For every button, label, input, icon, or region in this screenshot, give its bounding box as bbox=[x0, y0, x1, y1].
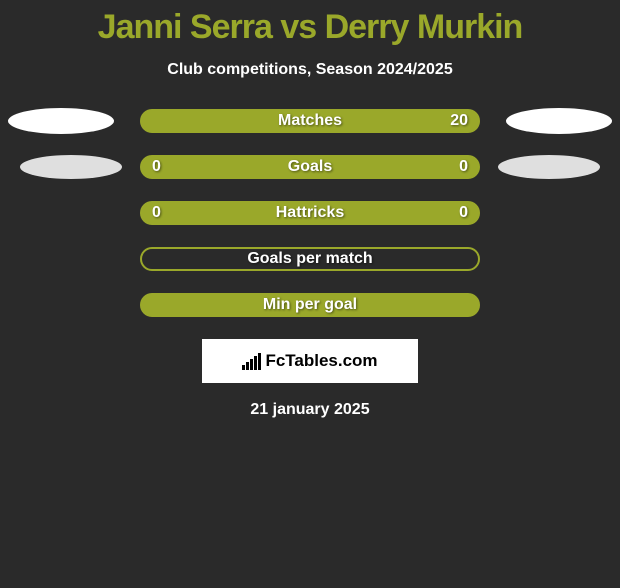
logo-box: FcTables.com bbox=[202, 339, 418, 383]
stat-bar: 0 Hattricks 0 bbox=[140, 201, 480, 225]
stat-label: Matches bbox=[278, 112, 342, 130]
stat-bar: Goals per match bbox=[140, 247, 480, 271]
stat-row: 0 Hattricks 0 bbox=[0, 201, 620, 225]
stat-label: Min per goal bbox=[263, 296, 357, 314]
stat-row: Min per goal bbox=[0, 293, 620, 317]
stat-label: Goals bbox=[288, 158, 332, 176]
logo-text: FcTables.com bbox=[265, 351, 377, 371]
page-title: Janni Serra vs Derry Murkin bbox=[0, 8, 620, 47]
oval-right bbox=[506, 108, 612, 134]
stat-bar: Min per goal bbox=[140, 293, 480, 317]
stat-left-value: 0 bbox=[152, 204, 161, 222]
stat-left-value: 0 bbox=[152, 158, 161, 176]
stat-bar: Matches 20 bbox=[140, 109, 480, 133]
stat-row: Goals per match bbox=[0, 247, 620, 271]
stat-row: Matches 20 bbox=[0, 109, 620, 133]
footer-date: 21 january 2025 bbox=[0, 401, 620, 419]
logo-chart-icon bbox=[242, 352, 261, 370]
stat-right-value: 0 bbox=[459, 204, 468, 222]
stat-row: 0 Goals 0 bbox=[0, 155, 620, 179]
stats-container: Matches 20 0 Goals 0 0 Hattricks 0 Goals per mat… bbox=[0, 109, 620, 317]
stat-label: Goals per match bbox=[247, 250, 372, 268]
page-subtitle: Club competitions, Season 2024/2025 bbox=[0, 61, 620, 79]
oval-left bbox=[8, 108, 114, 134]
stat-label: Hattricks bbox=[276, 204, 344, 222]
stat-right-value: 20 bbox=[450, 112, 468, 130]
stat-right-value: 0 bbox=[459, 158, 468, 176]
oval-right bbox=[498, 155, 600, 179]
oval-left bbox=[20, 155, 122, 179]
stat-bar: 0 Goals 0 bbox=[140, 155, 480, 179]
